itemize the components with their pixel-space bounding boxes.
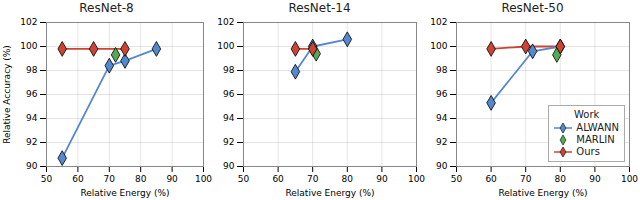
svg-text:100: 100 bbox=[408, 174, 425, 184]
html-text:ResNet-8: ResNet-8 bbox=[79, 1, 134, 15]
svg-text:50: 50 bbox=[238, 174, 250, 184]
svg-text:Relative Energy (%): Relative Energy (%) bbox=[498, 188, 587, 198]
svg-text:60: 60 bbox=[485, 174, 497, 184]
svg-text:90: 90 bbox=[223, 161, 235, 171]
svg-text:80: 80 bbox=[342, 174, 354, 184]
html-text:Ours: Ours bbox=[576, 146, 600, 157]
svg-text:Relative Accuracy (%): Relative Accuracy (%) bbox=[2, 45, 12, 144]
svg-text:98: 98 bbox=[26, 65, 38, 75]
html-text:MARLIN: MARLIN bbox=[576, 134, 615, 145]
svg-text:98: 98 bbox=[436, 65, 448, 75]
svg-text:60: 60 bbox=[72, 174, 84, 184]
svg-text:80: 80 bbox=[555, 174, 567, 184]
svg-text:92: 92 bbox=[26, 137, 37, 147]
svg-text:70: 70 bbox=[520, 174, 532, 184]
svg-text:Relative Energy (%): Relative Energy (%) bbox=[80, 188, 169, 198]
svg-text:50: 50 bbox=[451, 174, 463, 184]
svg-text:100: 100 bbox=[20, 41, 37, 51]
svg-text:70: 70 bbox=[104, 174, 116, 184]
svg-text:90: 90 bbox=[26, 161, 38, 171]
svg-text:90: 90 bbox=[376, 174, 388, 184]
svg-text:90: 90 bbox=[589, 174, 601, 184]
svg-text:98: 98 bbox=[223, 65, 235, 75]
svg-text:96: 96 bbox=[26, 89, 38, 99]
html-text:ResNet-14: ResNet-14 bbox=[288, 1, 351, 15]
svg-text:102: 102 bbox=[217, 17, 234, 27]
svg-text:100: 100 bbox=[195, 174, 212, 184]
html-text:ALWANN: ALWANN bbox=[576, 122, 619, 133]
svg-text:102: 102 bbox=[430, 17, 447, 27]
svg-text:100: 100 bbox=[621, 174, 638, 184]
svg-text:90: 90 bbox=[166, 174, 178, 184]
html-text:ResNet-50: ResNet-50 bbox=[501, 1, 564, 15]
svg-text:96: 96 bbox=[223, 89, 235, 99]
svg-text:94: 94 bbox=[223, 113, 235, 123]
svg-text:80: 80 bbox=[135, 174, 147, 184]
svg-text:100: 100 bbox=[430, 41, 447, 51]
svg-text:50: 50 bbox=[41, 174, 53, 184]
svg-text:100: 100 bbox=[217, 41, 234, 51]
svg-text:90: 90 bbox=[436, 161, 448, 171]
svg-text:92: 92 bbox=[436, 137, 447, 147]
svg-text:96: 96 bbox=[436, 89, 448, 99]
svg-text:60: 60 bbox=[272, 174, 284, 184]
svg-text:70: 70 bbox=[307, 174, 319, 184]
svg-text:Relative Energy (%): Relative Energy (%) bbox=[285, 188, 374, 198]
svg-text:94: 94 bbox=[436, 113, 448, 123]
svg-text:94: 94 bbox=[26, 113, 38, 123]
html-text:Work: Work bbox=[574, 109, 600, 120]
svg-text:102: 102 bbox=[20, 17, 37, 27]
svg-text:92: 92 bbox=[223, 137, 234, 147]
